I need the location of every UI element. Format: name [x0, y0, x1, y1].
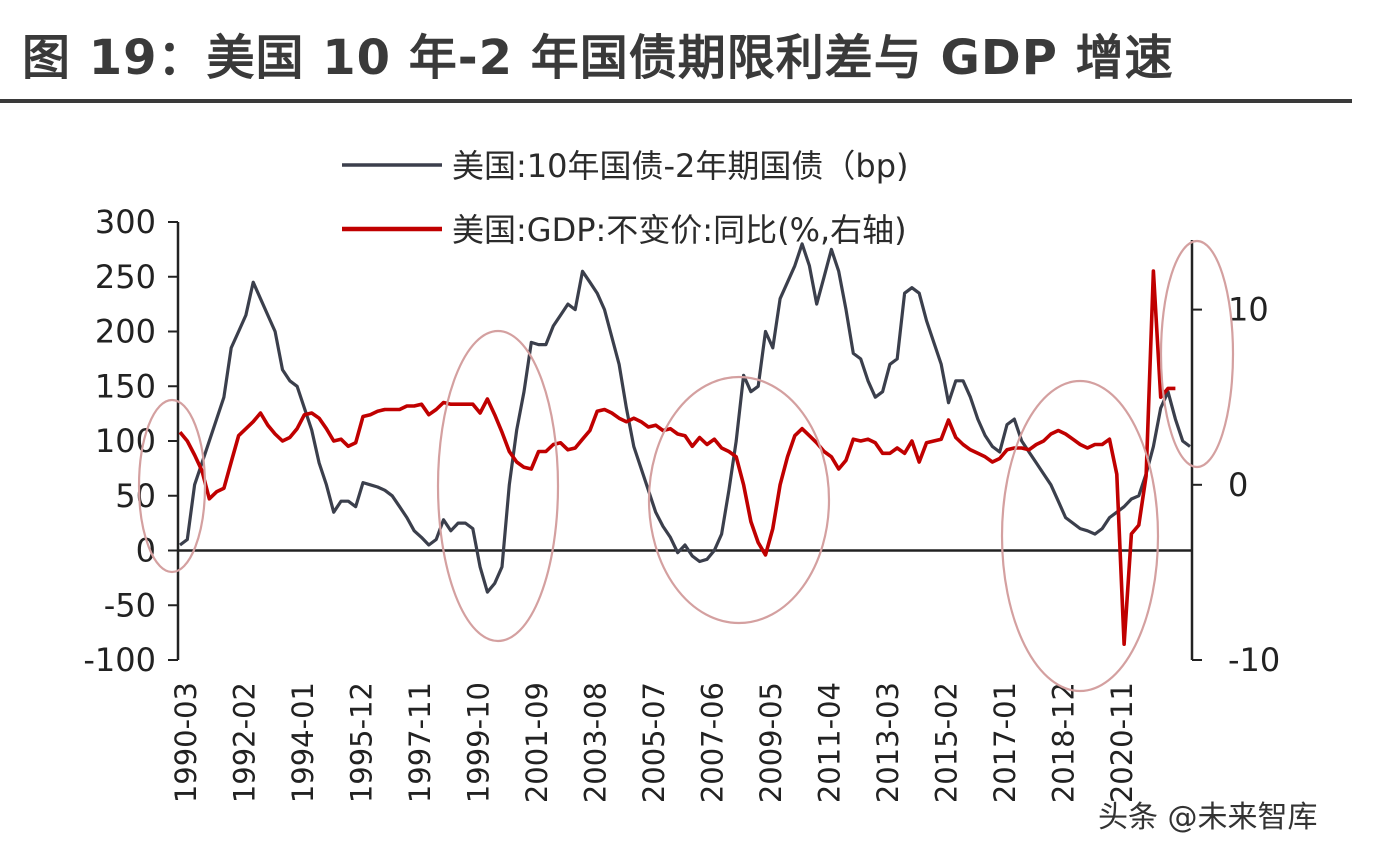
y-left-tick-label: 0	[136, 532, 156, 570]
legend-label-spread: 美国:10年国债-2年期国债（bp)	[452, 147, 909, 185]
x-tick-label: 1999-10	[462, 682, 496, 803]
x-tick-label: 1990-03	[169, 682, 203, 803]
highlight-circle	[436, 329, 560, 643]
x-tick-label: 2003-08	[579, 682, 613, 803]
y-right-tick-label: 10	[1228, 291, 1269, 329]
x-tick-label: 1995-12	[345, 682, 379, 803]
x-tick-label: 2011-04	[813, 682, 847, 803]
x-tick-label: 2007-06	[696, 682, 730, 803]
highlight-circle	[1000, 379, 1160, 693]
highlight-circle	[647, 375, 831, 625]
title-divider	[0, 99, 1352, 103]
legend: 美国:10年国债-2年期国债（bp) 美国:GDP:不变价:同比(%,右轴)	[342, 147, 909, 249]
page-title: 图 19：美国 10 年-2 年国债期限利差与 GDP 增速	[22, 30, 1174, 86]
x-tick-label: 2015-02	[930, 682, 964, 803]
x-tick-label: 2017-01	[988, 682, 1022, 803]
gdp-series-line	[178, 269, 1176, 647]
x-tick-label: 2013-03	[871, 682, 905, 803]
x-tick-label: 1994-01	[286, 682, 320, 803]
y-right-tick-label: -10	[1228, 641, 1280, 679]
x-tick-label: 2020-11	[1105, 682, 1139, 803]
watermark: 头条 @未来智库	[1098, 800, 1318, 835]
y-left-tick-label: 50	[115, 477, 156, 515]
y-left-tick-label: 150	[95, 367, 156, 405]
axes	[168, 221, 1202, 661]
y-right-tick-label: 0	[1228, 466, 1248, 504]
y-left-tick-label: 100	[95, 422, 156, 460]
legend-label-gdp: 美国:GDP:不变价:同比(%,右轴)	[452, 211, 907, 249]
series-lines	[178, 242, 1191, 647]
y-left-tick-label: -50	[104, 586, 156, 624]
x-tick-label: 2001-09	[520, 682, 554, 803]
y-left-tick-label: -100	[83, 641, 156, 679]
spread-series-line	[179, 242, 1191, 594]
y-left-tick-label: 250	[95, 258, 156, 296]
y-left-tick-label: 200	[95, 313, 156, 351]
highlight-circle	[1159, 239, 1235, 469]
x-tick-label: 2018-12	[1047, 682, 1081, 803]
y-left-tick-label: 300	[95, 203, 156, 241]
x-tick-label: 2005-07	[637, 682, 671, 803]
x-tick-label: 2009-05	[754, 682, 788, 803]
highlight-circle	[137, 398, 207, 574]
highlight-circles	[137, 239, 1235, 693]
x-tick-label: 1997-11	[403, 682, 437, 803]
x-tick-label: 1992-02	[228, 682, 262, 803]
